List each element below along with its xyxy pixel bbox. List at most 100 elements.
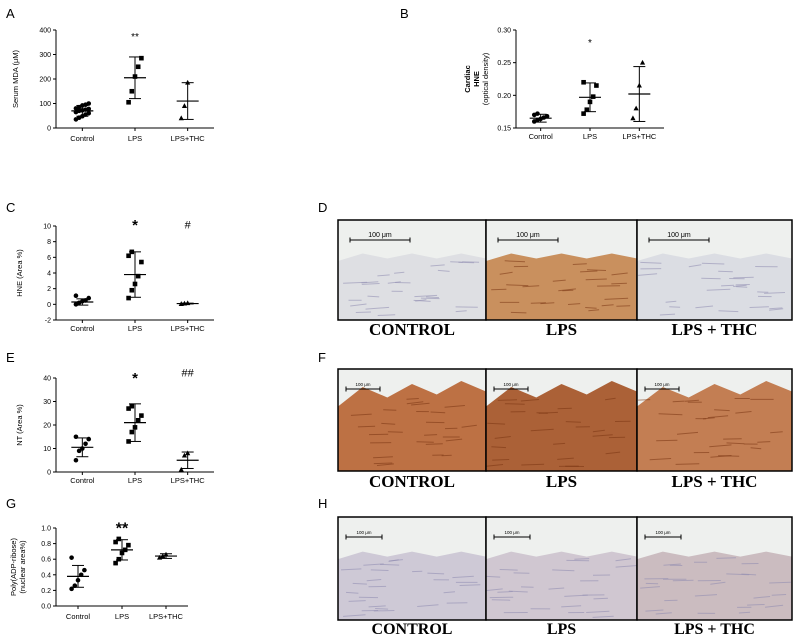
tissue-fibre	[411, 402, 430, 406]
scale-bar-label: 100 μm	[654, 382, 669, 387]
tissue-fibre	[645, 609, 664, 612]
tissue-fibre	[592, 615, 614, 618]
tissue-fibre	[487, 422, 506, 425]
tissue-fibre	[574, 558, 590, 560]
significance-marker: *	[132, 217, 138, 234]
data-point	[126, 295, 131, 301]
tissue-fibre	[486, 464, 504, 467]
tissue-fibre	[769, 307, 783, 310]
panel-letter-e: E	[6, 350, 15, 365]
significance-marker: **	[131, 32, 139, 43]
scale-bar-label: 100 μm	[355, 382, 370, 387]
tissue-fibre	[707, 415, 729, 419]
y-axis-label: NT (Area %)	[15, 404, 24, 446]
scale-bar-label: 100 μm	[503, 382, 518, 387]
tissue-fibre	[588, 309, 600, 312]
tissue-fibre	[424, 434, 438, 436]
tissue-fibre	[345, 591, 359, 594]
tissue-fibre	[567, 303, 581, 305]
micrograph-image: 100 μm	[636, 368, 793, 472]
tissue-fibre	[387, 281, 401, 284]
tissue-fibre	[750, 447, 762, 450]
micrograph-image: 100 μm	[485, 516, 639, 621]
tissue-fibre	[585, 278, 607, 281]
tissue-fibre	[586, 269, 607, 271]
data-point	[129, 429, 135, 435]
tissue-fibre	[492, 459, 510, 461]
tissue-fibre	[716, 557, 737, 559]
micrograph-label: LPS + THC	[674, 621, 755, 638]
tissue-fibre	[565, 421, 581, 423]
tissue-fibre	[510, 311, 527, 314]
tissue-fibre	[445, 438, 463, 442]
category-label: LPS+THC	[622, 132, 657, 141]
tissue-fibre	[366, 579, 382, 582]
data-point	[82, 567, 87, 573]
tissue-fibre	[736, 286, 748, 288]
tissue-fibre	[735, 411, 752, 414]
y-axis-label: (nuclear area%)	[18, 540, 27, 594]
tissue-fibre	[370, 569, 389, 571]
tissue-fibre	[406, 401, 424, 405]
panel-letter-f: F	[318, 350, 326, 365]
data-point	[590, 94, 596, 99]
tissue-fibre	[499, 569, 518, 571]
tissue-fibre	[721, 284, 735, 287]
tissue-fibre	[769, 581, 791, 584]
y-axis-label: Poly(ADP-ribose)	[9, 538, 18, 596]
y-tick-label: 4	[47, 271, 51, 278]
tissue-fibre	[521, 463, 545, 466]
category-label: LPS	[128, 324, 142, 333]
image-frame	[636, 516, 793, 621]
data-point	[73, 457, 79, 463]
tissue-fibre	[497, 399, 518, 401]
tissue-fibre	[373, 462, 393, 465]
y-tick-label: 300	[39, 52, 51, 59]
panel-letter-d: D	[318, 200, 327, 215]
y-tick-label: 0.0	[41, 604, 51, 611]
tissue-fibre	[340, 568, 362, 571]
micrograph-image: 100 μm	[636, 219, 793, 321]
significance-marker: *	[588, 38, 592, 49]
micrograph-label: LPS	[547, 621, 576, 638]
data-point	[126, 542, 131, 548]
tissue-fibre	[348, 600, 366, 602]
tissue-fibre	[733, 284, 747, 287]
tissue-fibre	[605, 397, 616, 401]
panel-letter-h: H	[318, 496, 327, 511]
chart-c: -2 0 2 4 6 8 10 Control LPS LPS+THC HNE (Area %) * #	[15, 217, 214, 333]
tissue-fibre	[611, 272, 628, 276]
tissue-fibre	[379, 563, 400, 566]
tissue-fibre	[506, 284, 529, 287]
category-label: LPS+THC	[171, 324, 206, 333]
tissue-fibre	[491, 288, 507, 291]
category-label: Control	[529, 132, 554, 141]
tissue-fibre	[508, 590, 528, 593]
significance-marker: *	[132, 370, 138, 387]
tissue-fibre	[688, 264, 702, 268]
y-tick-label: 0.8	[41, 541, 51, 548]
tissue-fibre	[714, 409, 730, 412]
tissue-fibre	[659, 313, 676, 316]
tissue-fibre	[718, 270, 733, 273]
data-point	[135, 418, 141, 423]
tissue-fibre	[656, 439, 678, 442]
y-axis-label: HNE	[472, 71, 481, 87]
scale-bar-label: 100 μm	[368, 232, 392, 239]
data-point	[113, 560, 118, 566]
tissue-fibre	[520, 399, 539, 402]
data-point	[544, 113, 550, 119]
tissue-fibre	[749, 306, 769, 308]
tissue-fibre	[443, 591, 456, 594]
data-point	[86, 111, 92, 116]
scale-bar-label: 100 μm	[667, 232, 691, 239]
tissue-fibre	[452, 575, 474, 579]
micrograph-image: 100 μm	[337, 219, 487, 321]
panel-letter-b: B	[400, 6, 409, 21]
y-tick-label: 100	[39, 101, 51, 108]
y-tick-label: 40	[43, 376, 51, 383]
tissue-fibre	[430, 411, 446, 414]
micrograph-label: CONTROL	[372, 621, 453, 638]
tissue-fibre	[769, 308, 784, 311]
micrograph-image: 100 μm	[485, 368, 638, 472]
